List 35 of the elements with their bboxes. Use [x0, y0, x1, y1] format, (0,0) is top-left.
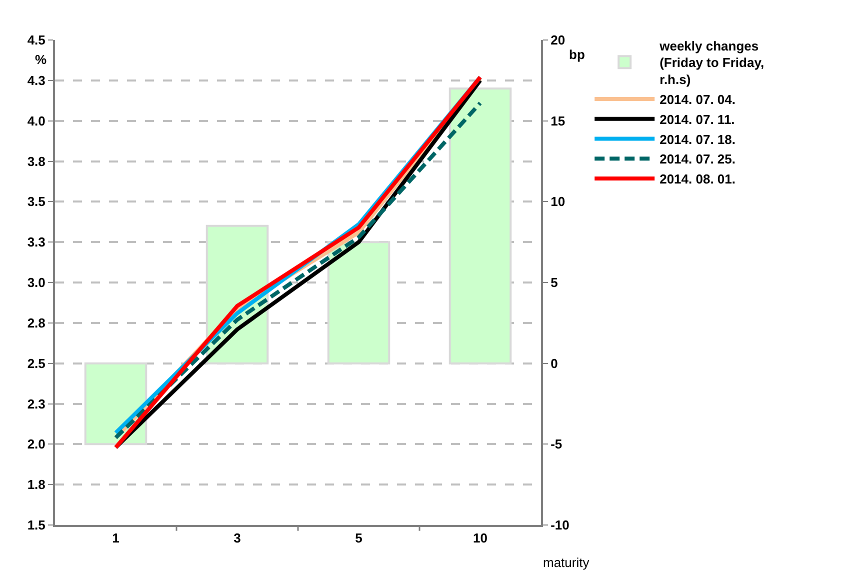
y-tick-label: 2.5 — [27, 356, 46, 371]
x-tick-label: 5 — [355, 530, 362, 546]
y-tick-label: 1.8 — [27, 477, 46, 492]
bar — [448, 88, 512, 364]
x-axis-title: maturity — [543, 555, 590, 570]
y-tick-label: 2.0 — [27, 436, 46, 452]
y2-tick-label: -10 — [550, 518, 570, 533]
legend-label: 2014. 08. 01. — [660, 172, 736, 187]
legend-label: 2014. 07. 25. — [660, 152, 736, 167]
y-tick-label: 3.8 — [27, 154, 46, 169]
y2-tick-label: 5 — [550, 275, 558, 290]
y2-tick-label: 0 — [550, 356, 558, 371]
legend-label: weekly changes (Friday to Friday, r.h.s) — [658, 38, 764, 88]
y2-axis-title: bp — [569, 47, 585, 62]
y-tick-label: 4.5 — [27, 32, 46, 48]
y-tick-label: 4.0 — [27, 113, 46, 128]
x-tick-label: 10 — [473, 530, 488, 546]
y-tick-label: 2.3 — [27, 396, 46, 412]
y-tick-label: 3.0 — [27, 275, 46, 290]
y-tick-label: 4.3 — [27, 72, 46, 88]
y2-tick-label: 10 — [550, 194, 566, 210]
y2-tick-label: -5 — [550, 436, 562, 452]
y2-tick-label: 15 — [550, 113, 566, 128]
bar — [327, 241, 390, 364]
x-tick-label: 1 — [112, 530, 120, 546]
x-tick-label: 3 — [234, 530, 241, 546]
y-tick-label: 3.3 — [27, 234, 46, 250]
y-tick-label: 2.8 — [27, 315, 46, 330]
legend-label: 2014. 07. 04. — [660, 92, 736, 108]
y-tick-label: 1.5 — [27, 518, 46, 533]
y-tick-label: 3.5 — [27, 194, 46, 210]
y2-tick-label: 20 — [550, 32, 566, 48]
y-axis-title: % — [35, 52, 47, 67]
legend-label: 2014. 07. 18. — [660, 132, 736, 147]
legend-label: 2014. 07. 11. — [660, 112, 735, 127]
